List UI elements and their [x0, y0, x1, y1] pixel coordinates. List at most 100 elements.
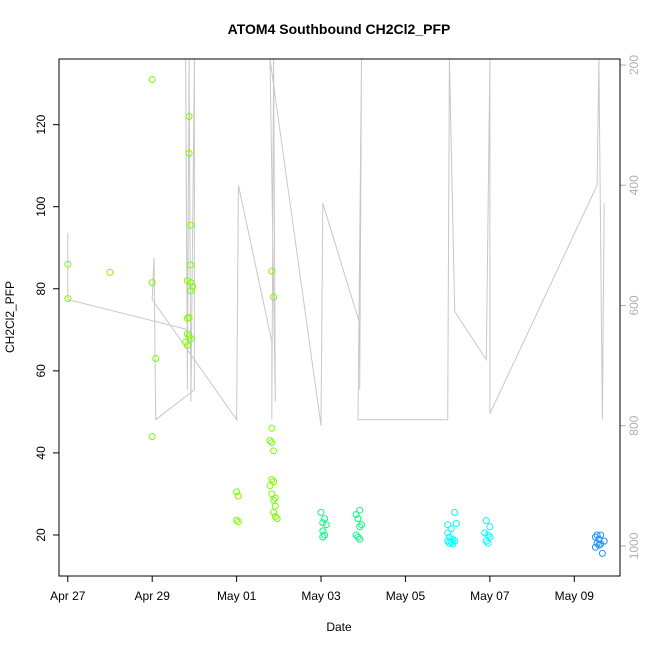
data-point	[356, 523, 364, 531]
axes-layer: Apr 27 Apr 29 May 01 May 03 May 05 May 07 May …	[34, 55, 641, 603]
x-tick-label: Apr 29	[135, 589, 171, 603]
data-point	[183, 314, 191, 322]
x-tick-label: May 01	[217, 589, 257, 603]
data-point	[270, 293, 278, 301]
data-point	[266, 482, 274, 490]
data-point	[447, 538, 455, 546]
data-point	[356, 535, 364, 543]
data-point	[444, 529, 452, 537]
data-point	[266, 437, 274, 445]
x-tick-label: May 07	[470, 589, 510, 603]
data-point	[597, 540, 605, 548]
data-point	[319, 519, 327, 527]
data-point	[447, 525, 455, 533]
data-point	[187, 221, 195, 229]
data-point	[106, 268, 114, 276]
data-point	[591, 533, 599, 541]
data-point	[187, 261, 195, 269]
data-point	[270, 496, 278, 504]
y-axis-label: CH2Cl2_PFP	[3, 281, 17, 353]
x-tick-label: May 05	[386, 589, 426, 603]
y-tick-label: 60	[34, 364, 48, 378]
data-point	[187, 279, 195, 287]
data-point	[356, 506, 364, 514]
altitude-line-layer	[67, 58, 605, 426]
data-point	[64, 260, 72, 268]
data-point	[598, 549, 606, 557]
data-point	[444, 521, 452, 529]
data-point	[319, 533, 327, 541]
data-point	[234, 492, 242, 500]
altitude-line	[67, 58, 605, 426]
data-point	[317, 508, 325, 516]
data-point	[591, 543, 599, 551]
data-point	[64, 295, 72, 303]
data-point	[271, 502, 279, 510]
data-point	[322, 521, 330, 529]
data-point	[452, 520, 460, 527]
data-point	[354, 515, 362, 523]
data-point	[273, 515, 281, 523]
x-tick-label: May 09	[555, 589, 595, 603]
data-point	[354, 533, 362, 541]
data-point	[352, 531, 360, 539]
y2-tick-label: 800	[627, 415, 641, 435]
y2-tick-label: 400	[627, 175, 641, 195]
data-point	[185, 149, 193, 157]
data-point	[268, 490, 276, 498]
data-point	[358, 521, 365, 529]
y-tick-label: 80	[34, 282, 48, 296]
data-point	[593, 531, 601, 539]
data-point	[352, 511, 360, 518]
data-point	[183, 330, 191, 338]
y2-tick-label: 1000	[627, 532, 641, 559]
data-point	[271, 513, 279, 520]
chart-title: ATOM4 Southbound CH2Cl2_PFP	[228, 21, 451, 37]
data-point	[268, 267, 276, 275]
data-point	[451, 508, 459, 516]
data-point	[595, 541, 603, 549]
data-point	[268, 424, 276, 432]
data-point	[481, 529, 489, 537]
data-point	[484, 539, 492, 547]
y-tick-label: 100	[34, 196, 48, 216]
y-tick-label: 20	[34, 528, 48, 542]
y2-tick-label: 200	[627, 55, 641, 75]
data-point	[183, 341, 191, 349]
plot-frame	[58, 58, 621, 577]
y-tick-label: 40	[34, 446, 48, 460]
data-point	[148, 76, 156, 83]
data-point	[270, 478, 278, 486]
data-point	[484, 531, 492, 539]
data-point	[183, 277, 191, 285]
data-point	[449, 540, 457, 548]
data-point	[268, 439, 276, 447]
data-point	[185, 112, 193, 120]
data-point	[486, 533, 494, 541]
data-point	[482, 537, 490, 545]
data-point	[268, 476, 276, 484]
y-tick-label: 120	[34, 114, 48, 134]
data-point	[233, 488, 241, 496]
x-tick-label: May 03	[301, 589, 341, 603]
data-point	[182, 338, 190, 346]
x-axis-label: Date	[326, 620, 352, 634]
data-point	[187, 335, 195, 343]
data-point	[233, 516, 241, 524]
data-point	[148, 279, 156, 287]
data-point	[187, 287, 195, 295]
data-point	[152, 355, 160, 362]
data-point	[270, 447, 278, 455]
data-point	[593, 539, 601, 547]
data-point	[271, 494, 279, 502]
data-points-layer	[64, 76, 608, 557]
data-point	[482, 517, 490, 525]
x-tick-label: Apr 27	[50, 589, 86, 603]
data-point	[445, 539, 453, 547]
y2-tick-label: 600	[627, 295, 641, 315]
data-point	[234, 518, 242, 526]
data-point	[444, 537, 452, 545]
data-point	[189, 283, 197, 291]
data-point	[270, 508, 278, 516]
